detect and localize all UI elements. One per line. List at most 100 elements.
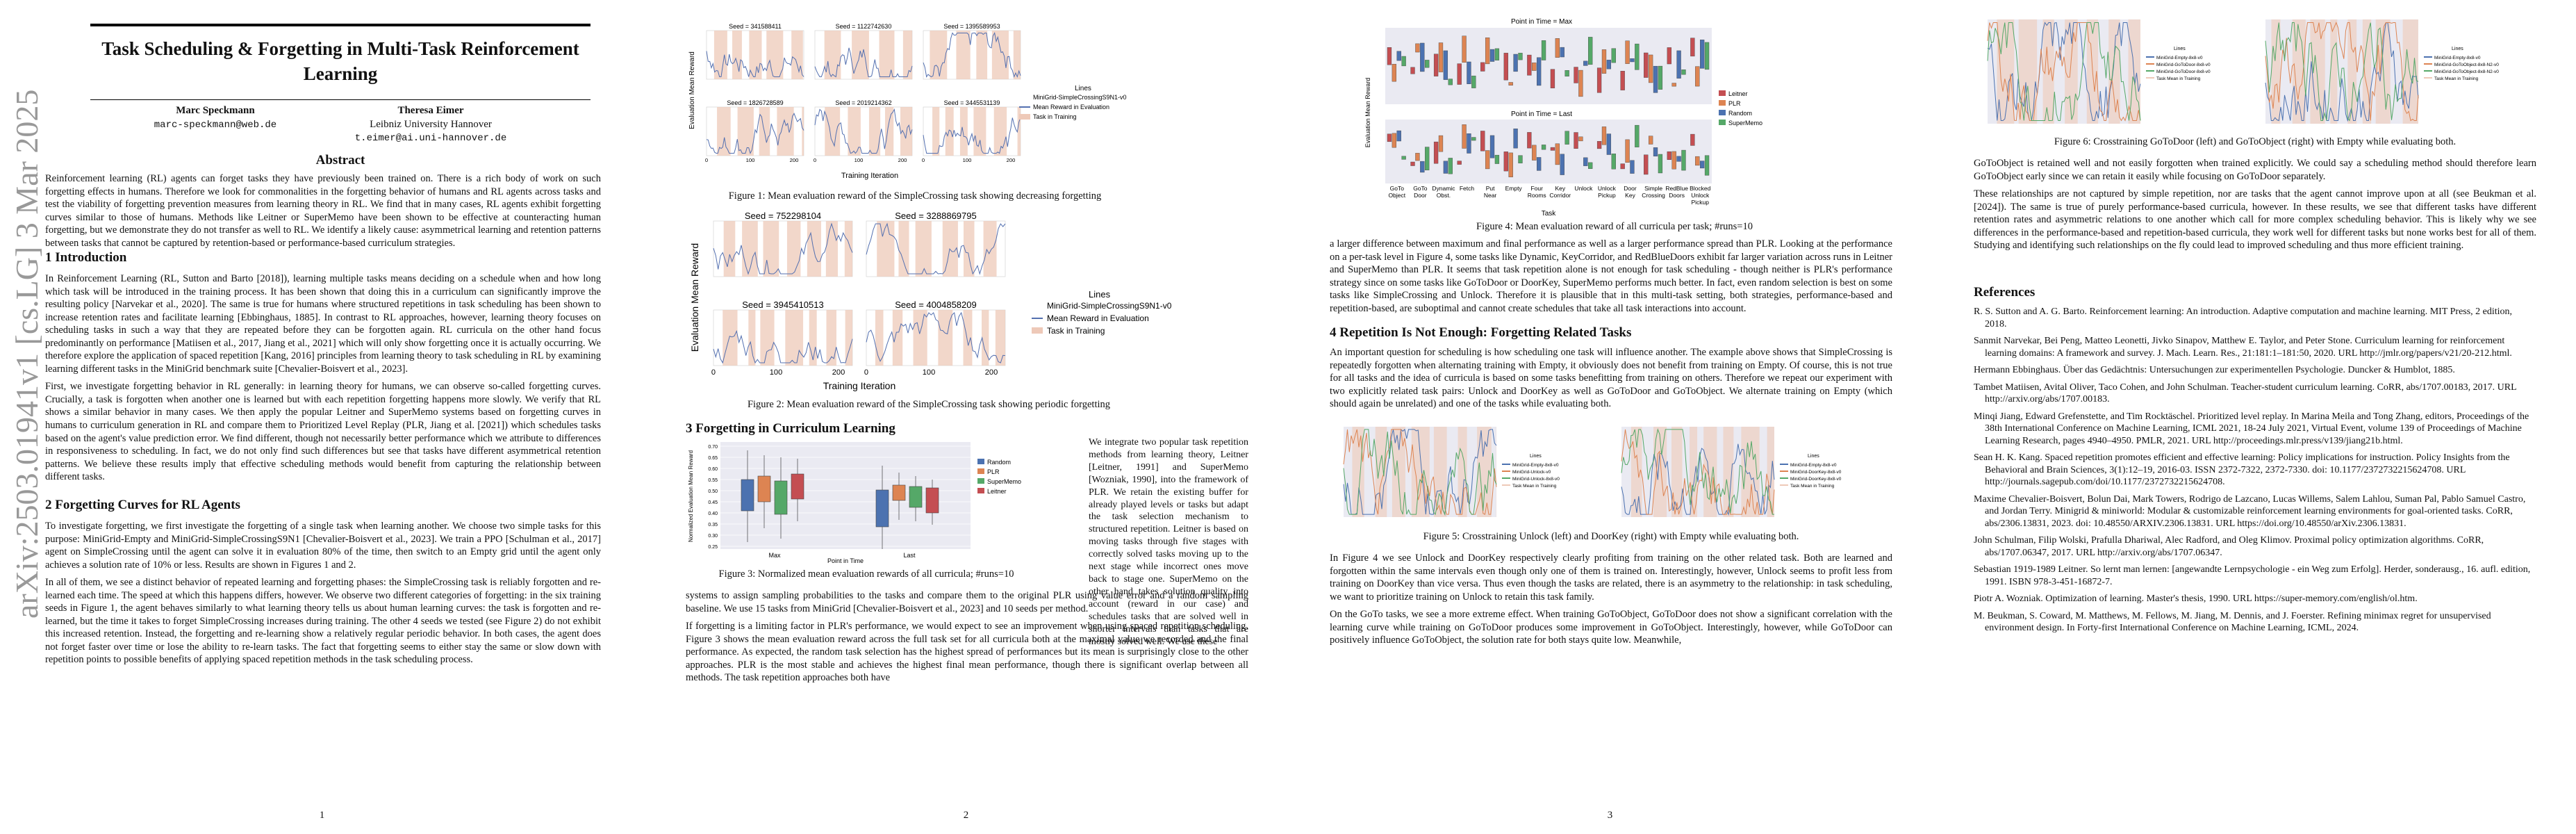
box — [1448, 79, 1453, 85]
page-1: Task Scheduling & Forgetting in Multi-Ta… — [0, 0, 644, 834]
author-email: marc-speckmann@web.de — [154, 119, 277, 131]
legend-swatch — [1719, 120, 1726, 125]
page-3-paragraph-1: a larger difference between maximum and … — [1330, 238, 1892, 320]
paragraph: We integrate two popular task repetition… — [1089, 437, 1248, 647]
box — [1494, 154, 1500, 164]
box — [1513, 129, 1518, 149]
box — [1601, 126, 1607, 145]
training-interval — [995, 310, 1005, 366]
training-interval — [892, 310, 903, 366]
task-tick-label: Unlock — [1574, 185, 1593, 192]
x-tick-label: 100 — [854, 157, 864, 163]
seed-title: Seed = 1826728589 — [727, 99, 783, 106]
legend-entry: MiniGrid-GoToDoor-8x8-v0 — [2156, 63, 2211, 67]
task-tick-label: Door — [1414, 192, 1427, 199]
box — [1503, 53, 1508, 81]
x-tick-label: 0 — [705, 157, 708, 163]
fig1-xlabel: Training Iteration — [841, 172, 898, 180]
task-tick-label: Pickup — [1598, 192, 1616, 199]
training-interval — [825, 221, 839, 277]
figure-6-caption: Figure 6: Crosstraining GoToDoor (left) … — [2054, 136, 2457, 147]
legend-swatch — [1719, 100, 1726, 106]
training-interval — [1433, 427, 1447, 517]
box — [1513, 54, 1518, 72]
box — [1596, 141, 1602, 149]
training-interval — [723, 221, 736, 277]
series-line — [2265, 22, 2419, 122]
reference-item: Maxime Chevalier-Boisvert, Bolun Dai, Ma… — [1974, 493, 2526, 529]
box — [791, 473, 804, 500]
mean-reward-line — [814, 108, 913, 154]
abstract-heading: Abstract — [315, 153, 365, 167]
box — [1635, 124, 1640, 147]
box — [1392, 64, 1396, 82]
page-4-body: GoToObject is retained well and not easi… — [1974, 157, 2536, 257]
box — [1653, 65, 1658, 93]
paragraph: An important question for scheduling is … — [1330, 347, 1892, 410]
section-2-body: To investigate forgetting, we first inve… — [45, 520, 601, 671]
training-interval — [982, 310, 989, 366]
box — [1396, 130, 1401, 142]
box — [1527, 54, 1532, 76]
training-interval — [991, 31, 1009, 79]
task-tick-label: Corridor — [1549, 192, 1571, 199]
task-tick-label: Rooms — [1528, 192, 1546, 199]
figure-4-caption: Figure 4: Mean evaluation reward of all … — [1476, 221, 1753, 232]
box — [1387, 47, 1392, 65]
training-interval — [1013, 31, 1021, 79]
training-interval — [1690, 427, 1698, 517]
y-tick-label: 0.45 — [708, 500, 718, 505]
training-interval — [877, 221, 895, 277]
seed-title: Seed = 4004858209 — [895, 300, 976, 310]
section-4-body: An important question for scheduling is … — [1330, 346, 1892, 416]
task-tick-label: Pickup — [1691, 199, 1709, 206]
box — [1532, 63, 1537, 71]
paragraph: GoToObject is retained well and not easi… — [1974, 158, 2536, 182]
box — [1681, 70, 1686, 75]
mean-reward-line — [866, 311, 1006, 363]
page-number: 3 — [1607, 810, 1613, 821]
fig4-xlabel: Task — [1542, 210, 1557, 217]
legend-title: Lines — [1808, 454, 1819, 459]
legend-entry: Task Mean in Training — [1512, 484, 1557, 489]
box — [875, 489, 889, 528]
box — [1527, 132, 1532, 149]
series-line — [1987, 22, 2141, 121]
training-interval — [915, 221, 932, 277]
box — [1704, 42, 1710, 70]
box — [1433, 141, 1439, 164]
task-tick-label: Key — [1555, 185, 1565, 192]
box — [1443, 50, 1448, 80]
training-interval — [717, 107, 731, 156]
task-tick-label: Object — [1388, 192, 1405, 199]
section-3-heading: 3 Forgetting in Curriculum Learning — [686, 421, 895, 436]
figure-2-caption: Figure 2: Mean evaluation reward of the … — [747, 399, 1111, 410]
seed-title: Seed = 1122742630 — [836, 23, 892, 30]
seed-title: Seed = 3945410513 — [742, 300, 823, 310]
box — [1606, 60, 1612, 70]
box — [1392, 133, 1396, 148]
task-tick-label: GoTo — [1390, 185, 1405, 192]
paper-title: Task Scheduling & Forgetting in Multi-Ta… — [90, 24, 591, 100]
training-interval — [844, 221, 852, 277]
box — [1462, 124, 1467, 149]
fig3-xlabel: Point in Time — [827, 557, 864, 563]
box — [1555, 38, 1560, 58]
paragraph: To investigate forgetting, we first inve… — [45, 521, 601, 571]
mean-reward-line — [814, 47, 913, 78]
group-label: Max — [768, 552, 781, 559]
box — [1387, 133, 1392, 142]
training-interval — [777, 107, 794, 156]
task-tick-label: Blocked — [1690, 185, 1711, 192]
training-interval — [713, 31, 727, 79]
seed-title: Seed = 2019214362 — [835, 99, 891, 106]
seed-title: Seed = 1395589953 — [943, 23, 1000, 30]
paragraph: In Reinforcement Learning (RL, Sutton an… — [45, 273, 601, 375]
legend-entry: MiniGrid-SimpleCrossingS9N1-v0 — [1033, 94, 1127, 101]
box — [1518, 53, 1523, 60]
box — [1438, 135, 1444, 152]
x-tick-label: 200 — [985, 368, 998, 377]
y-tick-label: 0.70 — [708, 445, 718, 450]
legend-entry: PLR — [1728, 100, 1741, 107]
box — [1583, 60, 1588, 66]
